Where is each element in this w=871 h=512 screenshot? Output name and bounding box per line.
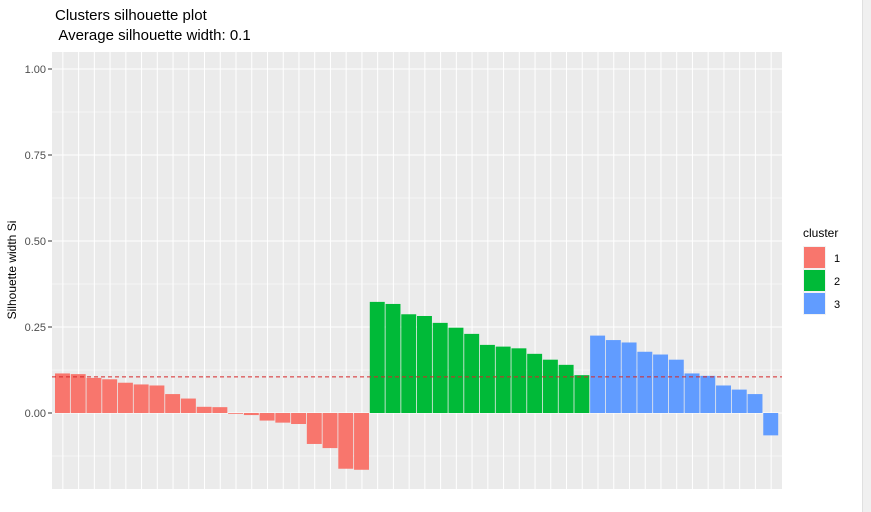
silhouette-bar-cluster-3 bbox=[637, 351, 653, 413]
silhouette-bar-cluster-3 bbox=[621, 342, 637, 413]
silhouette-bar-cluster-1 bbox=[149, 385, 165, 413]
y-tick-label: 0.50 bbox=[25, 236, 46, 248]
silhouette-bar-cluster-1 bbox=[70, 374, 86, 413]
silhouette-bar-cluster-2 bbox=[385, 303, 401, 413]
silhouette-bar-cluster-3 bbox=[716, 385, 731, 413]
silhouette-bar-cluster-3 bbox=[684, 373, 700, 413]
silhouette-bar-cluster-3 bbox=[590, 335, 606, 413]
legend-label-cluster-1: 1 bbox=[834, 253, 840, 265]
grid-lines bbox=[52, 52, 782, 489]
silhouette-bar-cluster-2 bbox=[511, 348, 527, 413]
silhouette-bar-cluster-2 bbox=[527, 353, 543, 413]
y-tick-label: 0.00 bbox=[25, 408, 46, 420]
silhouette-bar-cluster-3 bbox=[653, 354, 669, 413]
silhouette-bar-cluster-3 bbox=[668, 359, 684, 413]
silhouette-bar-cluster-1 bbox=[55, 373, 70, 413]
y-axis-label: Silhouette width Si bbox=[5, 221, 19, 320]
chart-subtitle: Average silhouette width: 0.1 bbox=[55, 27, 251, 44]
silhouette-bar-cluster-1 bbox=[196, 406, 212, 413]
silhouette-bar-cluster-3 bbox=[747, 394, 763, 413]
legend-title: cluster bbox=[803, 226, 838, 240]
silhouette-bar-cluster-3 bbox=[763, 413, 779, 436]
silhouette-bar-cluster-3 bbox=[731, 389, 747, 413]
legend-entries: 1 2 3 bbox=[803, 246, 840, 315]
silhouette-bar-cluster-2 bbox=[448, 327, 464, 413]
y-tick-label: 0.25 bbox=[25, 322, 46, 334]
silhouette-bar-cluster-1 bbox=[243, 413, 259, 416]
silhouette-bar-cluster-2 bbox=[558, 364, 574, 413]
legend-label-cluster-2: 2 bbox=[834, 276, 840, 288]
silhouette-bar-cluster-1 bbox=[212, 407, 228, 413]
legend-label-cluster-3: 3 bbox=[834, 299, 840, 311]
silhouette-bar-cluster-1 bbox=[165, 394, 181, 413]
silhouette-bar-cluster-2 bbox=[417, 315, 432, 413]
silhouette-bar-cluster-1 bbox=[275, 413, 291, 423]
silhouette-bar-cluster-1 bbox=[259, 413, 275, 421]
silhouette-bar-cluster-1 bbox=[180, 398, 196, 413]
silhouette-bar-cluster-2 bbox=[369, 301, 385, 413]
silhouette-bar-cluster-2 bbox=[495, 346, 511, 413]
legend: cluster 1 2 3 bbox=[803, 226, 840, 315]
silhouette-bar-cluster-2 bbox=[464, 333, 480, 413]
silhouette-bar-cluster-1 bbox=[354, 413, 369, 470]
silhouette-bar-cluster-1 bbox=[338, 413, 354, 469]
chart-title: Clusters silhouette plot bbox=[55, 7, 208, 24]
silhouette-bar-cluster-2 bbox=[479, 344, 495, 413]
y-axis: 0.00 0.25 0.50 0.75 1.00 bbox=[25, 64, 52, 420]
silhouette-bar-cluster-1 bbox=[306, 413, 322, 444]
silhouette-bar-cluster-2 bbox=[542, 359, 558, 413]
silhouette-bar-cluster-1 bbox=[291, 413, 307, 425]
legend-swatch-cluster-1 bbox=[804, 247, 825, 268]
silhouette-bar-cluster-1 bbox=[117, 382, 133, 413]
silhouette-bar-cluster-1 bbox=[86, 377, 102, 413]
plot-panel bbox=[52, 52, 782, 489]
silhouette-bar-cluster-1 bbox=[102, 379, 118, 413]
silhouette-bar-cluster-1 bbox=[228, 413, 244, 414]
silhouette-bar-cluster-2 bbox=[574, 375, 590, 413]
legend-swatch-cluster-3 bbox=[804, 293, 825, 314]
silhouette-bar-cluster-3 bbox=[700, 375, 716, 413]
silhouette-bar-cluster-2 bbox=[401, 314, 417, 413]
y-tick-label: 0.75 bbox=[25, 150, 46, 162]
scrollbar[interactable] bbox=[862, 0, 871, 512]
bars bbox=[55, 301, 779, 470]
silhouette-bar-cluster-1 bbox=[133, 384, 149, 413]
legend-swatch-cluster-2 bbox=[804, 270, 825, 291]
silhouette-bar-cluster-1 bbox=[322, 413, 338, 449]
silhouette-bar-cluster-2 bbox=[432, 322, 448, 413]
y-tick-label: 1.00 bbox=[25, 64, 46, 76]
